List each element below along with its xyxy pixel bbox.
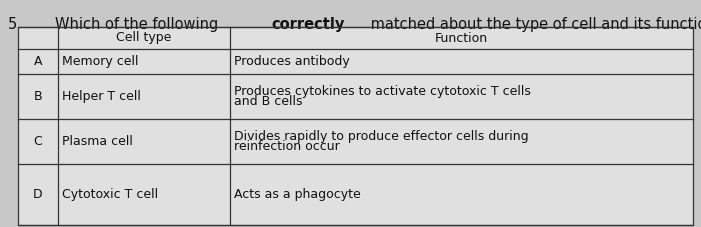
Text: Helper T cell: Helper T cell	[62, 90, 141, 103]
Text: Cytotoxic T cell: Cytotoxic T cell	[62, 188, 158, 201]
Text: 5: 5	[8, 17, 18, 32]
Text: Function: Function	[435, 32, 488, 44]
Text: Memory cell: Memory cell	[62, 55, 139, 68]
Text: matched about the type of cell and its function?: matched about the type of cell and its f…	[367, 17, 701, 32]
Text: correctly: correctly	[271, 17, 345, 32]
Text: Produces antibody: Produces antibody	[234, 55, 350, 68]
Text: Which of the following: Which of the following	[55, 17, 223, 32]
Text: Cell type: Cell type	[116, 32, 172, 44]
Text: reinfection occur: reinfection occur	[234, 140, 340, 153]
Text: Plasma cell: Plasma cell	[62, 135, 133, 148]
Text: A: A	[34, 55, 42, 68]
Text: Acts as a phagocyte: Acts as a phagocyte	[234, 188, 361, 201]
Text: B: B	[34, 90, 42, 103]
Text: C: C	[34, 135, 42, 148]
Bar	[18, 27, 693, 225]
Text: and B cells: and B cells	[234, 95, 303, 108]
Text: Divides rapidly to produce effector cells during: Divides rapidly to produce effector cell…	[234, 130, 529, 143]
Text: Produces cytokines to activate cytotoxic T cells: Produces cytokines to activate cytotoxic…	[234, 85, 531, 98]
Text: D: D	[33, 188, 43, 201]
